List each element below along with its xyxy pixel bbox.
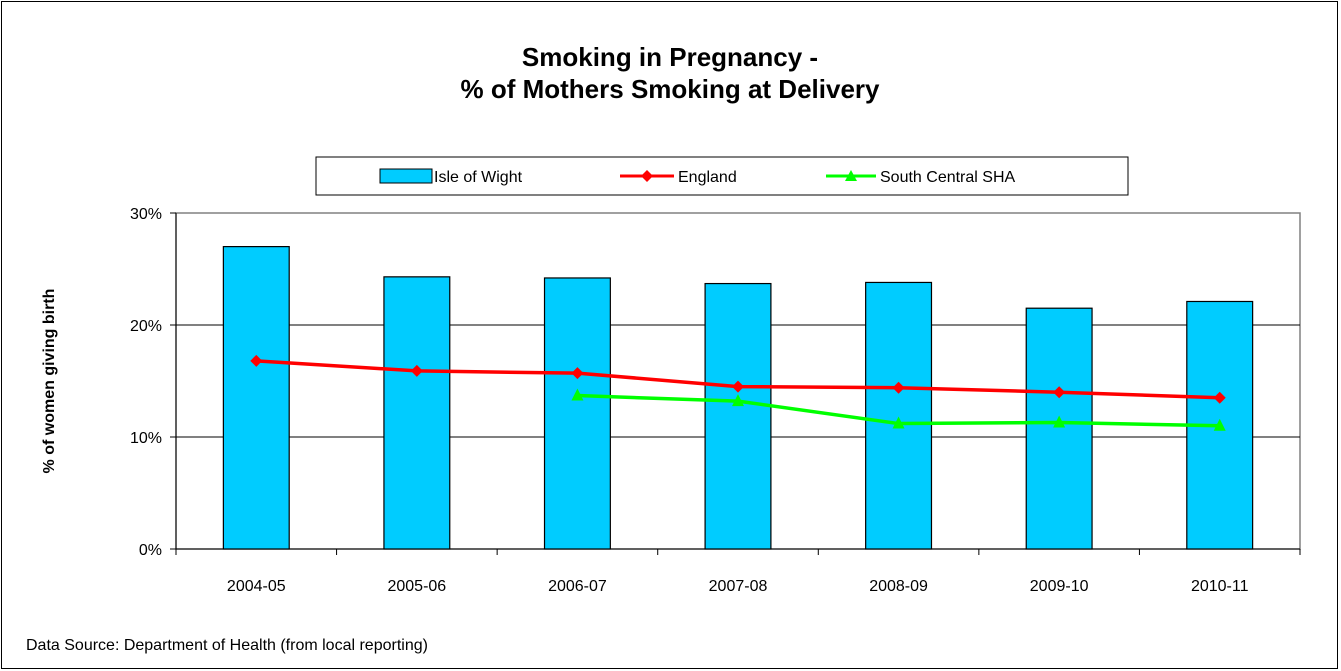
x-tick-label: 2008-09 xyxy=(869,578,928,595)
x-tick-label: 2004-05 xyxy=(227,578,286,595)
legend-swatch-isle-of-wight xyxy=(379,168,433,184)
chart-title-line-2: % of Mothers Smoking at Delivery xyxy=(461,74,881,104)
y-tick-label: 20% xyxy=(130,318,162,335)
point-england xyxy=(250,354,263,367)
x-tick-label: 2010-11 xyxy=(1191,578,1249,595)
point-south-central-sha xyxy=(1053,415,1066,428)
legend-label-south-central-sha: South Central SHA xyxy=(880,169,1016,186)
legend: Isle of Wight England South Central SHA xyxy=(315,156,1129,196)
point-england xyxy=(1053,386,1066,399)
point-england xyxy=(1213,391,1226,404)
legend-marker-south-central-sha xyxy=(845,170,857,181)
bar-isle-of-wight xyxy=(704,282,772,550)
data-source-note: Data Source: Department of Health (from … xyxy=(26,637,428,654)
x-tick-label: 2009-10 xyxy=(1030,578,1089,595)
legend-marker-england xyxy=(641,170,653,182)
bar-isle-of-wight xyxy=(543,277,611,550)
x-tick-label: 2006-07 xyxy=(548,578,607,595)
point-south-central-sha xyxy=(892,416,905,429)
point-england xyxy=(892,381,905,394)
y-tick-label: 0% xyxy=(139,542,162,559)
bar-isle-of-wight xyxy=(222,246,290,550)
y-axis-label: % of women giving birth xyxy=(41,289,58,474)
plot-area: 0% 10% 20% 30% 2004-05 2005-06 2006-07 2007-08 2… xyxy=(130,206,1301,595)
point-england xyxy=(732,380,744,393)
point-england xyxy=(410,364,423,377)
bar-isle-of-wight xyxy=(383,276,451,550)
x-tick-label: 2005-06 xyxy=(387,578,446,595)
bar-isle-of-wight xyxy=(1025,307,1093,550)
point-south-central-sha xyxy=(1213,418,1226,431)
point-south-central-sha xyxy=(732,394,744,407)
point-south-central-sha xyxy=(571,388,584,401)
legend-box xyxy=(315,156,1129,196)
y-tick-label: 30% xyxy=(130,206,162,223)
bar-isle-of-wight xyxy=(865,281,933,550)
legend-label-england: England xyxy=(678,169,737,186)
x-tick-label: 2007-08 xyxy=(709,578,768,595)
point-england xyxy=(571,367,584,380)
chart-title-line-1: Smoking in Pregnancy - xyxy=(522,42,818,72)
legend-label-isle-of-wight: Isle of Wight xyxy=(434,169,523,186)
y-tick-label: 10% xyxy=(130,430,162,447)
